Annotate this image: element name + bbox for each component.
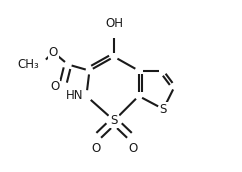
Text: CH₃: CH₃ (17, 58, 39, 71)
Text: O: O (50, 79, 60, 93)
Text: HN: HN (66, 89, 83, 103)
Text: O: O (49, 46, 58, 59)
Text: S: S (110, 114, 118, 127)
Text: O: O (128, 142, 137, 155)
Text: O: O (91, 142, 100, 155)
Text: S: S (160, 103, 167, 116)
Text: OH: OH (105, 17, 123, 30)
